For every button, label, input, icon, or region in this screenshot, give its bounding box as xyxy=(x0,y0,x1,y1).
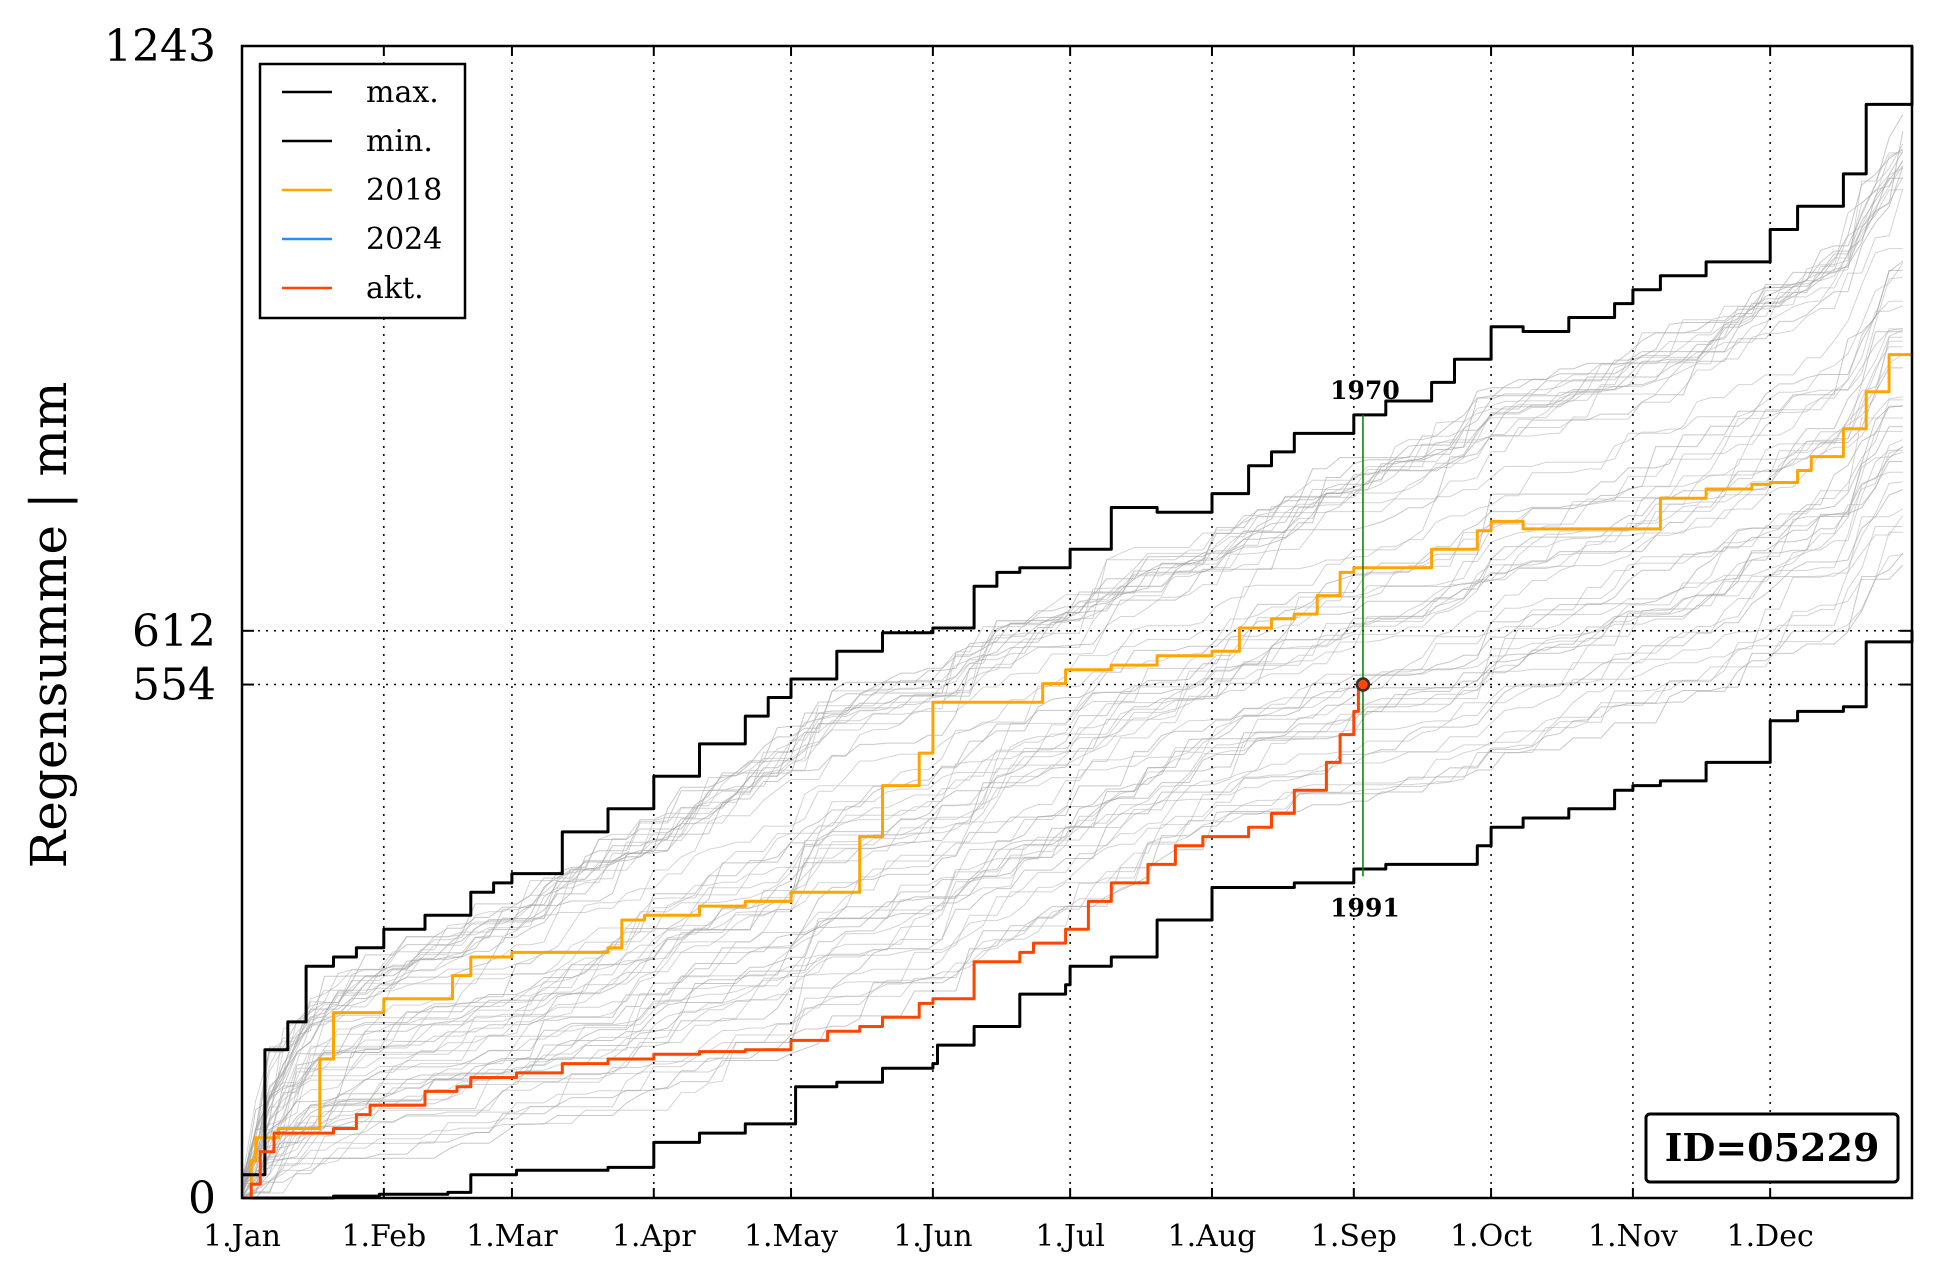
background-year-line xyxy=(241,367,1903,1181)
background-year-line xyxy=(241,405,1903,1184)
legend-label: max. xyxy=(366,75,439,110)
series-line-min xyxy=(242,630,1914,1200)
background-year-line xyxy=(241,346,1903,1199)
background-year-line xyxy=(241,166,1904,1194)
background-year-line xyxy=(241,449,1903,1199)
current-marker-group: 1970 1991 xyxy=(1330,376,1400,923)
x-tick-label: 1.Dec xyxy=(1727,1219,1814,1254)
plot-area xyxy=(242,46,1912,1198)
legend-label: akt. xyxy=(366,271,424,306)
background-year-line xyxy=(241,159,1904,1184)
background-year-line xyxy=(241,189,1903,1197)
y-tick-label: 1243 xyxy=(104,21,216,72)
x-tick-label: 1.Jan xyxy=(203,1219,281,1254)
background-year-line xyxy=(241,508,1904,1199)
id-box: ID=05229 xyxy=(1644,1112,1900,1184)
background-year-line xyxy=(241,445,1904,1199)
series-line-max xyxy=(242,46,1914,1177)
y-tick-label: 612 xyxy=(132,606,216,657)
background-year-line xyxy=(241,399,1903,1199)
background-year-line xyxy=(241,165,1904,1191)
x-tick-label: 1.Sep xyxy=(1311,1219,1397,1254)
current-value-marker xyxy=(1355,677,1371,692)
background-year-line xyxy=(241,167,1904,1193)
background-year-line xyxy=(242,554,1903,1194)
series-lines xyxy=(242,46,1914,1200)
background-year-line xyxy=(241,396,1903,1181)
background-year-line xyxy=(241,248,1903,1187)
background-year-line xyxy=(241,331,1903,1180)
background-year-line xyxy=(241,481,1903,1199)
x-tick-label: 1.Feb xyxy=(341,1219,426,1254)
x-tick-label: 1.Oct xyxy=(1450,1219,1532,1254)
y-tick-label: 554 xyxy=(132,660,216,711)
background-year-line xyxy=(241,328,1903,1196)
background-year-line xyxy=(242,451,1903,1185)
y-axis-title: Regensumme | mm xyxy=(20,382,78,869)
plot-frame xyxy=(240,44,1914,1200)
background-year-line xyxy=(241,262,1904,1199)
axes xyxy=(240,44,1914,1200)
max-year-label: 1970 xyxy=(1330,376,1400,405)
background-year-lines xyxy=(241,114,1904,1199)
background-year-line xyxy=(241,430,1903,1199)
series-line-2018 xyxy=(242,352,1914,1200)
y-tick-label: 0 xyxy=(188,1173,216,1224)
background-year-line xyxy=(241,152,1903,1185)
background-year-line xyxy=(241,328,1903,1194)
legend-label: 2024 xyxy=(366,222,442,257)
background-year-line xyxy=(241,188,1904,1177)
background-year-line xyxy=(241,426,1903,1191)
background-year-line xyxy=(241,417,1903,1197)
background-year-line xyxy=(241,151,1904,1199)
background-year-line xyxy=(241,531,1903,1186)
station-id-label: ID=05229 xyxy=(1665,1125,1880,1170)
background-year-line xyxy=(241,114,1904,1181)
background-year-line xyxy=(241,143,1904,1176)
legend: max. min. 2018 2024 akt. xyxy=(258,62,467,320)
min-year-label: 1991 xyxy=(1330,893,1400,922)
legend-label: 2018 xyxy=(366,173,442,208)
background-year-line xyxy=(242,405,1903,1181)
background-year-line xyxy=(241,515,1904,1199)
background-year-line xyxy=(241,276,1903,1187)
series-line-akt xyxy=(242,684,1365,1200)
legend-label: min. xyxy=(366,124,433,159)
background-year-line xyxy=(241,564,1904,1197)
x-tick-label: 1.Mar xyxy=(466,1219,558,1254)
x-tick-label: 1.Jun xyxy=(893,1219,972,1254)
background-year-line xyxy=(241,336,1903,1199)
x-tick-label: 1.Apr xyxy=(612,1219,696,1254)
background-year-line xyxy=(241,269,1903,1189)
x-tick-label: 1.May xyxy=(744,1219,838,1254)
x-tick-label: 1.Jul xyxy=(1035,1219,1105,1254)
x-tick-label: 1.Nov xyxy=(1588,1219,1678,1254)
x-tick-label: 1.Aug xyxy=(1168,1219,1257,1254)
id-box-frame xyxy=(1644,1112,1900,1184)
background-year-line xyxy=(241,305,1903,1182)
background-year-line xyxy=(241,177,1903,1182)
background-year-line xyxy=(241,526,1903,1199)
tick-labels: 1.Jan 1.Feb 1.Mar 1.Apr 1.May 1.Jun 1.Jul 1.Aug… xyxy=(104,21,1814,1254)
